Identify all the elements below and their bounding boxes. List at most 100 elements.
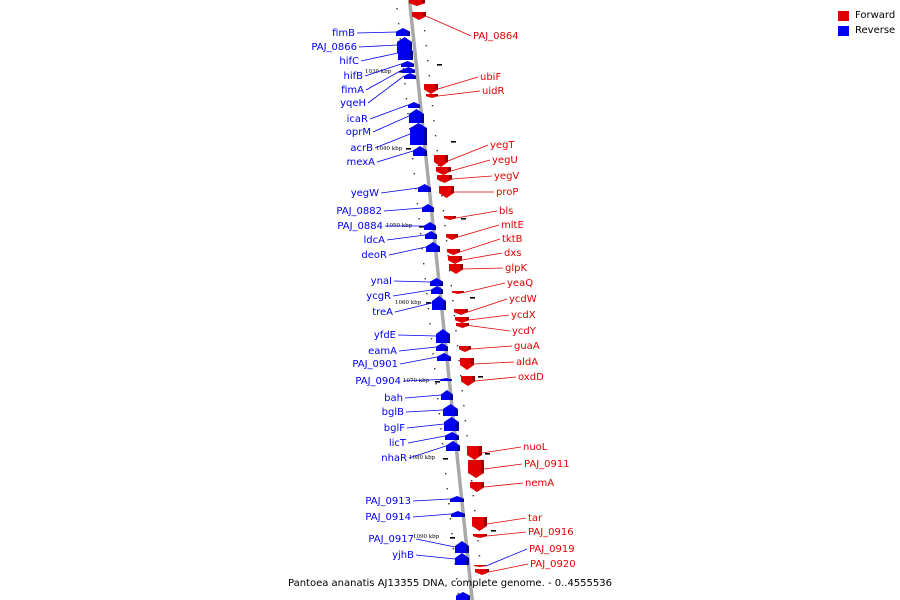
gene-label-PAJ_0914: PAJ_0914	[365, 512, 411, 523]
leader-line	[365, 69, 403, 91]
gene-block-uidR	[426, 94, 438, 98]
leader-line	[367, 75, 405, 104]
gene-block-yqeH	[404, 73, 416, 79]
gene-block-PAJ_0913	[450, 496, 464, 502]
track-dot	[418, 218, 420, 220]
track-dot	[424, 278, 426, 280]
leader-line	[455, 210, 498, 219]
scale-label: 1030 kbp	[365, 69, 392, 75]
track-dot	[433, 120, 435, 122]
gene-block-ycdY	[456, 323, 469, 328]
gene-label-yeaQ: yeaQ	[507, 278, 533, 289]
gene-label-acrB: acrB	[350, 143, 373, 154]
gene-label-PAJ_0917: PAJ_0917	[368, 534, 414, 545]
gene-label-yegV: yegV	[494, 171, 519, 182]
track-dot	[441, 195, 443, 197]
gene-label-ycdY: ycdY	[512, 326, 537, 337]
leader-line	[461, 252, 503, 261]
leader-line	[474, 376, 517, 382]
track-dot	[435, 383, 437, 385]
scale-label: 1090 kbp	[413, 534, 440, 540]
scale-tick	[491, 530, 496, 532]
gene-label-fimA: fimA	[341, 85, 364, 96]
leader-line	[473, 361, 515, 365]
gene-block-PAJ_0919	[474, 565, 486, 567]
leader-line	[462, 267, 504, 270]
track-dot	[404, 83, 406, 85]
gene-label-PAJ_0913: PAJ_0913	[365, 496, 411, 507]
gene-block-PAJ_0911	[468, 460, 484, 478]
track-dot	[449, 518, 452, 520]
gene-block-hifB	[401, 61, 414, 67]
gene-block-oprM	[409, 109, 424, 123]
leader-line	[406, 423, 445, 429]
gene-block-yjhB	[455, 553, 469, 565]
gene-label-PAJ_0901: PAJ_0901	[352, 359, 398, 370]
gene-block-yegU	[436, 167, 451, 175]
track-dot	[429, 323, 431, 325]
leader-line	[450, 159, 491, 172]
gene-block-bah	[441, 390, 453, 400]
leader-line	[412, 498, 451, 502]
gene-label-ycdW: ycdW	[509, 294, 537, 305]
gene-label-ldcA: ldcA	[364, 235, 386, 246]
track-dot	[397, 23, 400, 25]
track-dot	[431, 105, 434, 107]
track-dot	[456, 345, 459, 347]
leader-line	[402, 379, 441, 382]
track-dot	[446, 488, 448, 490]
track-dot	[440, 428, 442, 430]
reverse-swatch	[838, 25, 849, 36]
track-dot	[408, 128, 411, 130]
gene-label-yegW: yegW	[351, 188, 379, 199]
scale-tick	[450, 537, 455, 539]
track-dot	[442, 210, 445, 212]
legend-reverse-label: Reverse	[855, 25, 896, 36]
gene-block-mltE	[446, 234, 458, 240]
scale-label: 1070 kbp	[403, 378, 430, 384]
leader-line	[383, 207, 423, 212]
gene-label-hifB: hifB	[344, 71, 364, 82]
gene-label-ubiF: ubiF	[480, 72, 501, 83]
track-dot	[444, 473, 447, 475]
gene-label-PAJ_0884: PAJ_0884	[337, 221, 383, 232]
track-dot	[463, 405, 465, 407]
leader-line	[483, 463, 523, 470]
track-dot	[474, 510, 476, 512]
track-dot	[445, 240, 448, 242]
track-dot	[470, 480, 473, 482]
track-dot	[457, 593, 459, 595]
gene-block-fimA	[402, 67, 415, 73]
gene-block-PAJ_0864	[412, 12, 426, 20]
leader-line	[386, 234, 426, 241]
track-dot	[423, 263, 425, 265]
leader-line	[425, 15, 472, 37]
gene-block-nhaR	[446, 441, 460, 451]
leader-line	[394, 302, 433, 313]
gene-block-PAJ_0901	[437, 353, 451, 361]
leader-line	[407, 435, 446, 444]
gene-label-yegU: yegU	[492, 155, 518, 166]
track-dot	[405, 98, 408, 100]
gene-block-tktB	[447, 249, 460, 255]
gene-block-PAJ_0914	[451, 511, 465, 517]
gene-label-nhaR: nhaR	[381, 453, 407, 464]
track-dot	[481, 585, 484, 587]
leader-line	[488, 563, 529, 573]
track-dot	[450, 285, 452, 287]
gene-block-eamA	[436, 343, 448, 351]
track-dot	[455, 330, 457, 332]
gene-block-acrB	[410, 123, 427, 145]
genome-caption: Pantoea ananatis AJ13355 DNA, complete g…	[288, 578, 612, 589]
track-dot	[461, 390, 463, 392]
gene-label-tktB: tktB	[502, 234, 523, 245]
track-dot	[436, 150, 438, 152]
gene-label-icaR: icaR	[347, 114, 368, 125]
gene-label-ycdX: ycdX	[511, 310, 536, 321]
legend-forward: Forward	[838, 8, 895, 23]
gene-block-PAJ_0884	[424, 222, 436, 230]
track-dot	[428, 75, 431, 77]
leader-line	[372, 115, 410, 133]
scale-tick	[451, 141, 456, 143]
gene-block-PAJ_0917	[455, 541, 469, 553]
